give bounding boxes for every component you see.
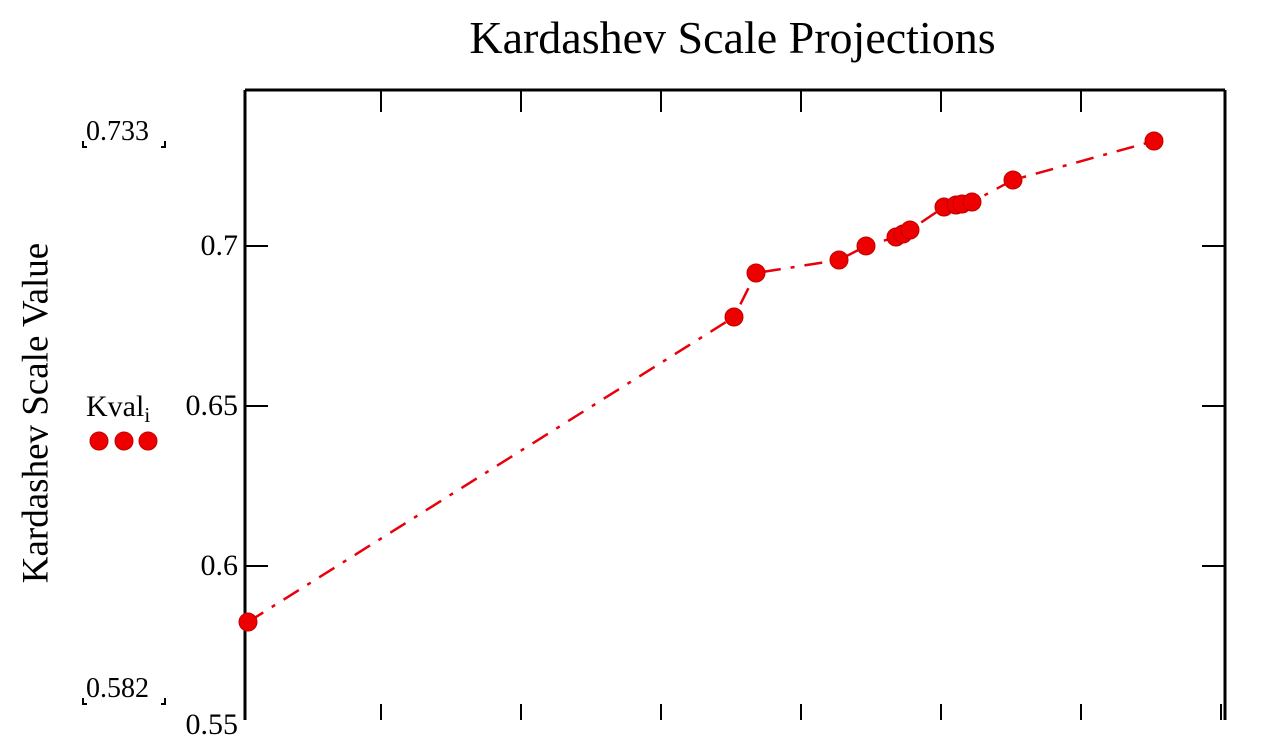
- y-tick-label: 0.65: [185, 389, 239, 422]
- chart-title: Kardashev Scale Projections: [469, 12, 996, 63]
- y-tick-label: 0.6: [200, 549, 239, 582]
- y-tick-label: 0.7: [200, 229, 239, 262]
- series-markers: [238, 131, 1164, 632]
- legend-label: Kvali: [86, 390, 151, 427]
- series-line: [247, 139, 1155, 624]
- y-upper-limit-label: 0.733: [86, 116, 149, 147]
- plot-area: [82, 88, 1227, 720]
- x-ticks: [380, 90, 1222, 720]
- limit-brackets: [82, 141, 166, 705]
- plot-frame: [243, 88, 1227, 720]
- y-ticks: [245, 245, 1225, 567]
- y-lower-limit-label: 0.582: [86, 673, 149, 704]
- legend-marker-icon: [89, 431, 158, 451]
